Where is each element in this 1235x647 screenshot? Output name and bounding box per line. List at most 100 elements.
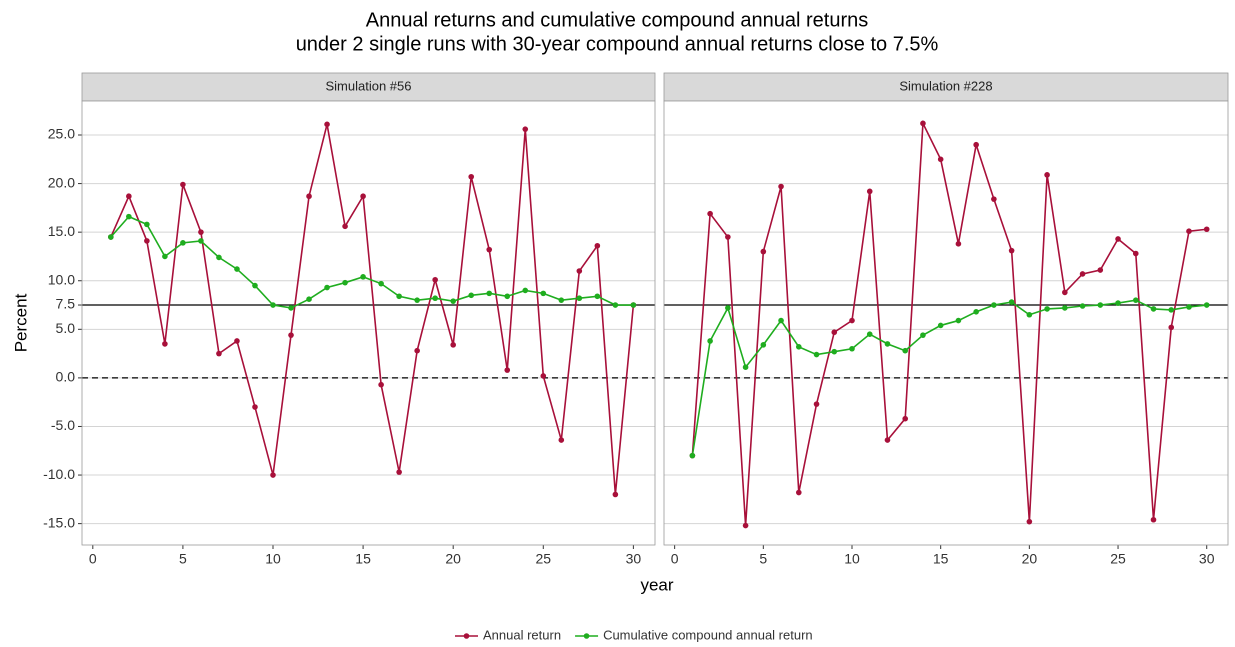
x-tick-label: 10: [844, 551, 860, 567]
data-point: [342, 279, 348, 286]
data-point: [707, 210, 713, 217]
data-point: [849, 317, 855, 324]
legend-label: Cumulative compound annual return: [603, 627, 813, 642]
data-point: [288, 332, 294, 338]
chart-title: Annual returns and cumulative compound a…: [366, 9, 869, 31]
data-point: [884, 341, 891, 347]
data-point: [742, 522, 749, 529]
data-point: [1132, 250, 1139, 257]
data-point: [198, 238, 204, 244]
data-point: [1062, 289, 1068, 296]
data-point: [866, 331, 873, 337]
data-point: [432, 276, 438, 283]
y-tick-label: -15.0: [43, 514, 75, 530]
x-tick-label: 25: [535, 551, 551, 567]
strip-title: Simulation #56: [326, 78, 412, 93]
data-point: [1079, 271, 1086, 277]
data-point: [396, 469, 402, 475]
data-point: [306, 296, 312, 302]
data-point: [252, 282, 258, 289]
series-line: [110, 124, 635, 495]
y-tick-label: 15.0: [48, 223, 75, 239]
data-point: [162, 253, 168, 260]
data-point: [1044, 306, 1050, 312]
strip-title: Simulation #228: [899, 78, 992, 93]
data-point: [902, 415, 909, 422]
data-point: [432, 295, 438, 302]
data-point: [342, 223, 348, 230]
y-tick-label: 0.0: [56, 369, 76, 385]
data-point: [1150, 306, 1157, 312]
x-tick-label: 10: [265, 551, 281, 567]
x-tick-label: 20: [445, 551, 461, 567]
data-point: [252, 404, 258, 410]
data-point: [594, 293, 601, 300]
data-point: [612, 491, 619, 498]
data-point: [795, 344, 802, 350]
data-point: [725, 305, 731, 311]
y-tick-label: 20.0: [48, 174, 75, 190]
data-point: [558, 297, 565, 303]
data-point: [360, 274, 366, 280]
data-point: [1026, 311, 1033, 318]
data-point: [1203, 302, 1210, 308]
x-tick-label: 5: [759, 551, 767, 567]
data-point: [1132, 297, 1139, 303]
data-point: [1203, 226, 1210, 233]
x-tick-label: 15: [355, 551, 371, 567]
data-point: [486, 246, 493, 253]
data-point: [707, 338, 713, 344]
data-point: [884, 437, 891, 443]
data-point: [270, 302, 276, 308]
data-point: [937, 322, 944, 329]
data-point: [468, 292, 475, 299]
data-point: [126, 193, 132, 200]
chart-title: under 2 single runs with 30-year compoun…: [296, 33, 939, 55]
data-point: [270, 472, 276, 478]
panel-background: [82, 101, 655, 545]
data-point: [1186, 304, 1192, 310]
data-point: [991, 302, 997, 308]
data-point: [778, 183, 784, 190]
series-line: [691, 120, 1207, 526]
panel-border: [81, 100, 656, 546]
data-point: [324, 121, 330, 128]
data-point: [162, 341, 168, 347]
data-point: [414, 297, 420, 303]
data-point: [360, 193, 366, 200]
data-point: [450, 298, 456, 304]
data-point: [198, 229, 204, 235]
data-point: [778, 317, 784, 324]
data-point: [1168, 307, 1175, 313]
data-point: [144, 221, 150, 228]
data-point: [937, 156, 944, 163]
x-tick-label: 5: [179, 551, 187, 567]
data-point: [920, 120, 926, 127]
data-point: [378, 381, 384, 388]
data-point: [689, 452, 696, 459]
y-tick-label: 25.0: [48, 126, 75, 142]
legend-swatch-point: [463, 633, 470, 639]
y-tick-label: 5.0: [56, 320, 76, 336]
data-point: [1008, 299, 1015, 305]
data-point: [1097, 267, 1104, 273]
data-point: [1168, 324, 1175, 331]
data-point: [612, 302, 619, 308]
data-point: [486, 290, 493, 297]
strip-background: [663, 72, 1229, 102]
legend-swatch-point: [583, 633, 590, 639]
data-point: [725, 234, 731, 240]
data-point: [324, 284, 330, 291]
data-point: [504, 293, 511, 300]
strip-background: [81, 72, 656, 102]
data-point: [576, 268, 583, 274]
x-tick-label: 30: [1199, 551, 1215, 567]
legend-label: Annual return: [483, 627, 561, 642]
data-point: [955, 317, 962, 324]
data-point: [920, 332, 926, 338]
data-point: [760, 248, 767, 255]
data-point: [216, 350, 222, 357]
data-point: [576, 295, 583, 302]
data-point: [831, 329, 838, 336]
